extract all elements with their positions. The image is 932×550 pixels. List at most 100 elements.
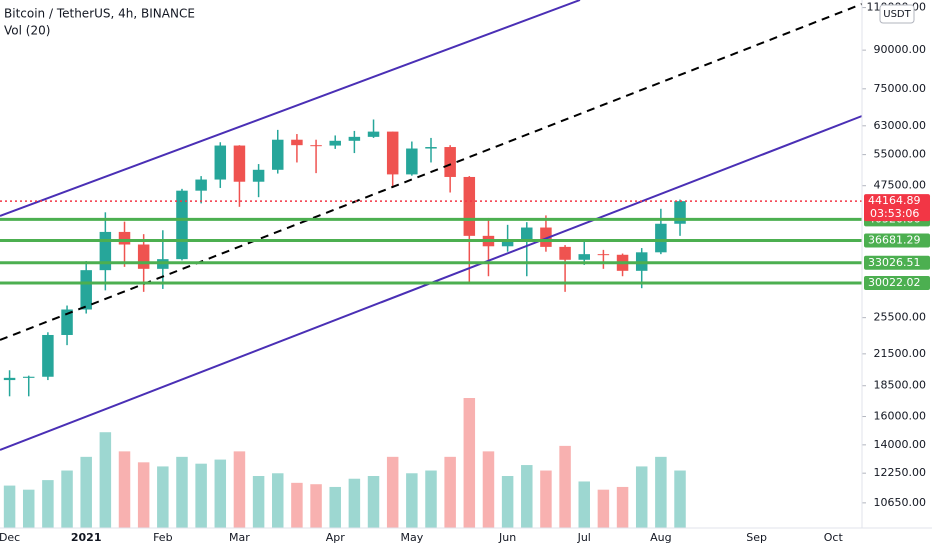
x-tick-label: Mar [229,531,250,544]
volume-bar [233,451,246,528]
volume-bar [463,398,476,528]
candle-body [195,179,207,191]
candle-body [463,176,476,236]
candle-body [674,201,686,224]
level-label: 30022.02 [868,276,921,289]
volume-bar [42,480,54,528]
volume-bar [444,456,456,528]
x-tick-label: Apr [326,531,346,544]
candle-body [233,145,246,182]
candle-body [3,377,16,381]
currency-badge [879,4,915,24]
x-tick-label: Jul [577,531,591,544]
candle-body [42,334,54,377]
volume-bar [195,463,207,528]
candle-body [22,376,35,378]
candle-body [655,223,667,253]
volume-bar [482,451,495,528]
volume-bar [386,456,399,528]
volume-bar [521,465,533,528]
level-label-box [864,233,930,248]
currency-label: USDT [883,9,911,20]
volume-bar [616,486,629,528]
y-tick-label: 16000.00 [874,410,927,423]
candle-body [329,140,341,146]
y-tick-label: 12250.00 [874,466,927,479]
candle-body [367,131,380,137]
volume-bar [425,470,437,528]
y-tick-label: 55000.00 [874,148,927,161]
volume-bar [99,432,112,528]
candle-body [444,147,456,177]
volume-bar [559,445,571,528]
candle-body [252,169,265,182]
last-price-box [864,194,930,222]
volume-bar [22,489,35,528]
candle-body [272,139,284,170]
volume-bar [578,481,590,528]
y-tick-label: 14000.00 [874,438,927,451]
volume-bar [655,456,667,528]
x-tick-label: Dec [0,531,20,544]
volume-bar [80,456,92,528]
y-tick-label: 47500.00 [874,179,927,192]
candle-body [540,227,552,247]
y-tick-label: 25500.00 [874,311,927,324]
y-tick-label: 21500.00 [874,347,927,360]
indicator-label: Vol (20) [4,24,50,38]
volume-bar [157,466,169,528]
volume-bar [406,473,418,528]
volume-bar [118,451,131,528]
candle-body [61,309,73,335]
candle-body [386,131,399,175]
x-tick-label: Oct [824,531,844,544]
volume-bar [214,459,227,528]
volume-bar [252,476,265,528]
candle-body [559,246,571,260]
candle-body [310,145,322,147]
volume-bar [674,470,686,528]
countdown: 03:53:06 [870,207,919,220]
level-label: 36681.29 [868,234,921,247]
volume-bar [367,476,380,528]
candle-body [176,190,188,260]
candle-body [578,254,590,260]
chart-title: Bitcoin / TetherUS, 4h, BINANCE [4,7,195,21]
volume-bar [61,470,73,528]
candle-body [348,136,361,141]
x-tick-label: Feb [153,531,172,544]
candle-body [597,254,610,256]
candle-body [99,231,112,271]
candle-body [118,231,131,245]
volume-bar [272,473,284,528]
volume-bar [597,489,610,528]
y-tick-label: 90000.00 [874,43,927,56]
candle-body [214,145,227,180]
level-label: 33026.51 [868,256,921,269]
level-label-box [864,255,930,270]
volume-bar [291,482,303,528]
candle-body [137,244,150,269]
channel-upper [0,0,581,217]
volume-bar [635,466,648,528]
volume-bar [3,485,16,528]
volume-bar [329,486,341,528]
volume-bar [310,484,322,528]
last-price-label: 44164.89 [868,194,921,207]
candle-body [521,227,533,240]
y-tick-label: 75000.00 [874,82,927,95]
volume-bar [137,462,150,528]
y-tick-label: 18500.00 [874,379,927,392]
candle-body [501,239,514,247]
candle-body [406,148,418,175]
candle-body [80,270,92,310]
volume-bar [176,456,188,528]
y-tick-label: 10650.00 [874,496,927,509]
x-tick-label: Jun [498,531,516,544]
y-tick-label: 63000.00 [874,119,927,132]
x-tick-label: May [400,531,423,544]
volume-bar [501,476,514,528]
